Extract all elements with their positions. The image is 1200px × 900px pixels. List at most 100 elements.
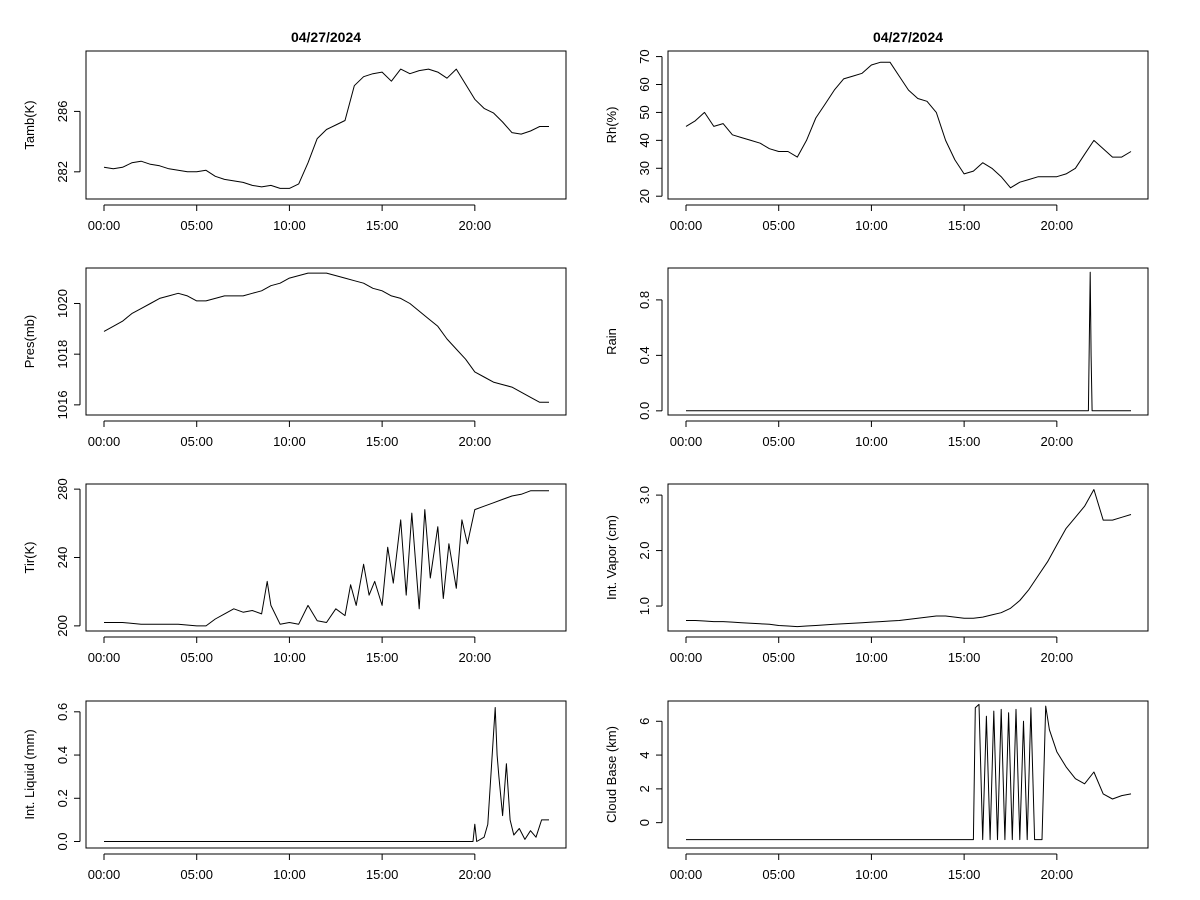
y-tick-label: 40: [637, 133, 652, 147]
x-tick-label: 20:00: [1041, 434, 1074, 449]
x-tick-label: 10:00: [855, 867, 888, 882]
x-tick-label: 10:00: [273, 434, 306, 449]
x-tick-label: 15:00: [948, 650, 981, 665]
y-axis-label: Tamb(K): [22, 100, 37, 149]
panels: 04/27/2024 00:00 05:00 10:00 15:00 20:00 282 28…: [22, 29, 1149, 882]
y-tick-label: 280: [55, 478, 70, 500]
y-axis-label: Rh(%): [604, 107, 619, 144]
x-tick-label: 05:00: [180, 218, 213, 233]
plot-frame: [667, 483, 1149, 632]
x-tick-label: 05:00: [762, 867, 795, 882]
x-tick-label: 00:00: [88, 218, 121, 233]
plot-frame: [667, 267, 1149, 416]
panel-title: 04/27/2024: [873, 29, 943, 45]
y-tick-label: 2.0: [637, 542, 652, 560]
series-line: [104, 707, 549, 842]
y-axis-label: Tir(K): [22, 541, 37, 573]
x-tick-label: 05:00: [180, 434, 213, 449]
y-tick-label: 0: [637, 819, 652, 826]
y-tick-label: 0.4: [55, 746, 70, 764]
plot-frame: [85, 483, 567, 632]
x-tick-label: 20:00: [1041, 650, 1074, 665]
x-tick-label: 10:00: [273, 650, 306, 665]
series-line: [103, 68, 549, 189]
x-tick-label: 20:00: [1041, 218, 1074, 233]
plot-frame: [85, 50, 567, 200]
y-tick-label: 70: [637, 49, 652, 63]
y-axis-label: Int. Liquid (mm): [22, 729, 37, 819]
y-tick-label: 0.0: [637, 402, 652, 420]
panel-4: 00:00 05:00 10:00 15:00 20:00 0.0 0.4 0.8 Rain: [604, 267, 1149, 449]
y-axis-label: Int. Vapor (cm): [604, 515, 619, 600]
x-tick-label: 00:00: [670, 867, 703, 882]
x-tick-label: 15:00: [948, 867, 981, 882]
panel-5: 00:00 05:00 10:00 15:00 20:00 200 240 280 Tir(K): [22, 478, 567, 665]
plot-frame: [667, 50, 1149, 200]
x-tick-label: 15:00: [366, 218, 399, 233]
y-axis-label: Cloud Base (km): [604, 726, 619, 823]
y-tick-label: 0.6: [55, 703, 70, 721]
x-tick-label: 15:00: [366, 867, 399, 882]
x-tick-label: 10:00: [273, 867, 306, 882]
panel-2: 04/27/2024 00:00 05:00 10:00 15:00 20:00 20 30 4…: [604, 29, 1149, 233]
x-tick-label: 10:00: [855, 218, 888, 233]
x-tick-label: 05:00: [180, 650, 213, 665]
x-tick-label: 05:00: [762, 434, 795, 449]
x-tick-label: 15:00: [948, 218, 981, 233]
x-tick-label: 00:00: [670, 650, 703, 665]
y-tick-label: 60: [637, 77, 652, 91]
y-tick-label: 0.8: [637, 291, 652, 309]
series-line: [686, 271, 1131, 412]
y-tick-label: 200: [55, 615, 70, 637]
y-tick-label: 0.0: [55, 832, 70, 850]
x-tick-label: 00:00: [88, 434, 121, 449]
x-tick-label: 05:00: [762, 650, 795, 665]
x-tick-label: 15:00: [948, 434, 981, 449]
x-tick-label: 20:00: [459, 434, 492, 449]
y-tick-label: 240: [55, 547, 70, 569]
x-tick-label: 00:00: [670, 434, 703, 449]
panel-title: 04/27/2024: [291, 29, 361, 45]
y-tick-label: 1018: [55, 340, 70, 369]
x-tick-label: 00:00: [88, 650, 121, 665]
x-tick-label: 20:00: [459, 650, 492, 665]
panel-1: 04/27/2024 00:00 05:00 10:00 15:00 20:00 282 28…: [22, 29, 567, 233]
x-tick-label: 00:00: [88, 867, 121, 882]
x-tick-label: 20:00: [459, 218, 492, 233]
panel-6: 00:00 05:00 10:00 15:00 20:00 1.0 2.0 3.0 Int. V…: [604, 483, 1149, 665]
x-tick-label: 10:00: [855, 650, 888, 665]
x-tick-label: 05:00: [180, 867, 213, 882]
y-tick-label: 282: [55, 161, 70, 183]
y-tick-label: 1020: [55, 289, 70, 318]
y-tick-label: 0.4: [637, 346, 652, 364]
series-line: [103, 272, 549, 403]
x-tick-label: 15:00: [366, 434, 399, 449]
y-tick-label: 2: [637, 785, 652, 792]
plot-frame: [85, 267, 567, 416]
plot-frame: [85, 700, 567, 849]
y-tick-label: 0.2: [55, 789, 70, 807]
series-line: [686, 489, 1132, 628]
series-line: [104, 490, 549, 627]
x-tick-label: 20:00: [1041, 867, 1074, 882]
series-line: [685, 61, 1132, 189]
panel-7: 00:00 05:00 10:00 15:00 20:00 0.0 0.2 0.4 0.6 Int…: [22, 700, 567, 882]
x-tick-label: 10:00: [855, 434, 888, 449]
y-tick-label: 3.0: [637, 486, 652, 504]
y-tick-label: 30: [637, 161, 652, 175]
x-tick-label: 05:00: [762, 218, 795, 233]
y-tick-label: 1.0: [637, 597, 652, 615]
y-tick-label: 50: [637, 105, 652, 119]
x-tick-label: 10:00: [273, 218, 306, 233]
x-tick-label: 15:00: [366, 650, 399, 665]
y-tick-label: 4: [637, 751, 652, 758]
panel-8: 00:00 05:00 10:00 15:00 20:00 0 2 4 6 Cloud Base …: [604, 700, 1149, 882]
series-line: [686, 703, 1132, 841]
y-axis-label: Rain: [604, 328, 619, 355]
y-tick-label: 1016: [55, 390, 70, 419]
plot-frame: [667, 700, 1149, 849]
x-tick-label: 20:00: [459, 867, 492, 882]
y-axis-label: Pres(mb): [22, 315, 37, 368]
y-tick-label: 286: [55, 101, 70, 123]
